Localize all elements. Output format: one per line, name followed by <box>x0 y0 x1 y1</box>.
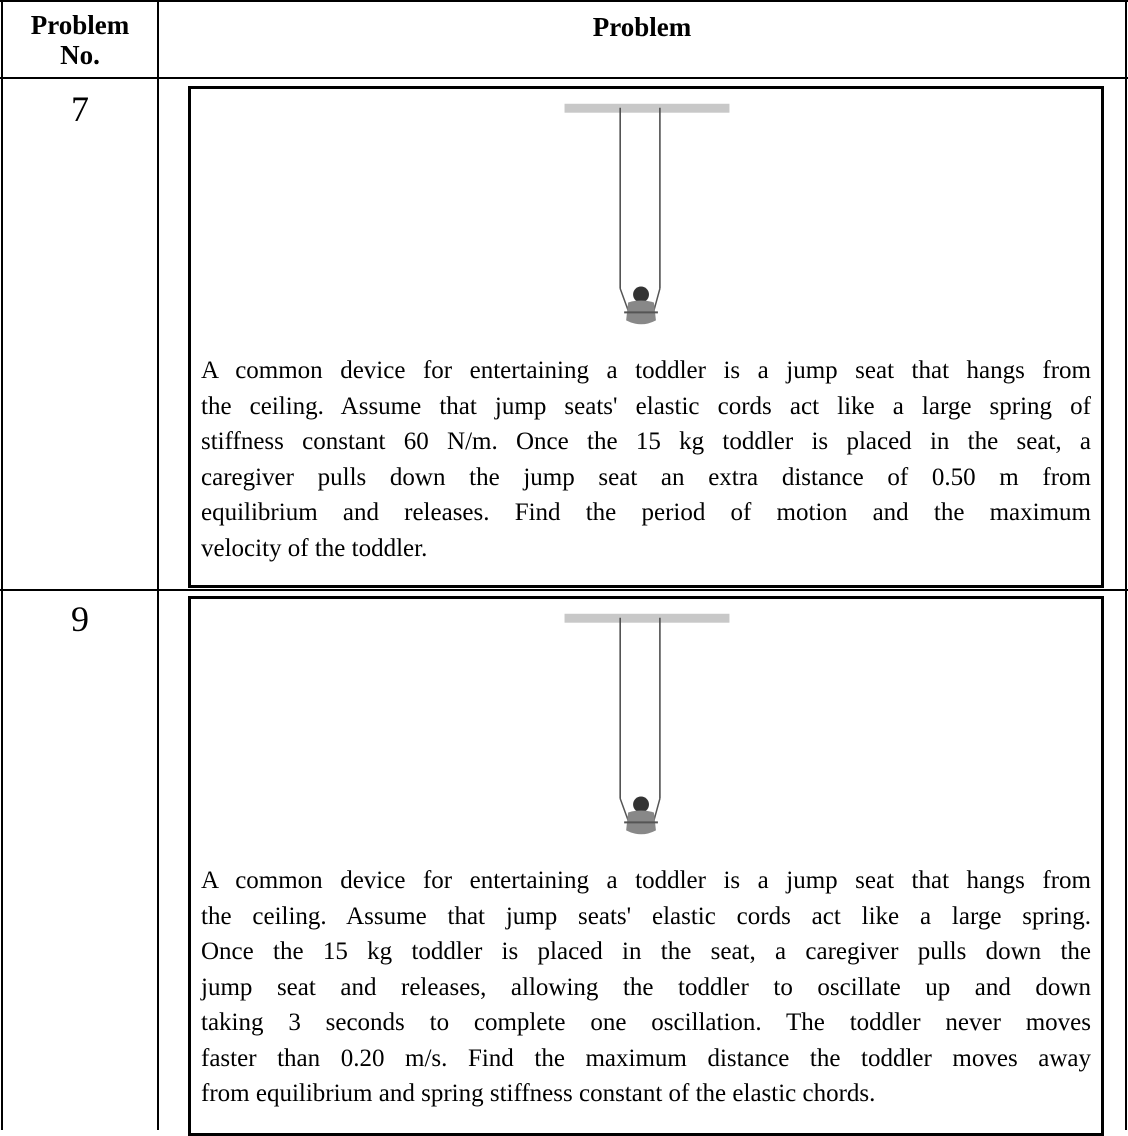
table-border <box>0 0 1128 2</box>
problem-number: 9 <box>71 599 89 639</box>
swing-illustration <box>564 103 730 325</box>
text-line: stiffness constant 60 N/m. Once the 15 k… <box>201 428 1091 455</box>
problem-text: A common device for entertaining a toddl… <box>201 353 1091 566</box>
text-line: equilibrium and releases. Find the perio… <box>201 499 1091 526</box>
header-cell: Problem <box>592 12 692 42</box>
problem-text: A common device for entertaining a toddl… <box>201 863 1091 1112</box>
table-border <box>1125 0 1127 1130</box>
table-border <box>0 77 1128 79</box>
problem-number: 7 <box>71 89 89 129</box>
swing-illustration <box>564 613 730 835</box>
table-border <box>157 0 159 1130</box>
table-border <box>0 589 1128 591</box>
text-line: the ceiling. Assume that jump seats' ela… <box>201 902 1091 930</box>
table-border <box>1 0 3 1130</box>
text-line: Once the 15 kg toddler is placed in the … <box>201 938 1091 965</box>
text-line: velocity of the toddler. <box>201 534 428 562</box>
text-line: caregiver pulls down the jump seat an ex… <box>201 463 1091 491</box>
text-line: taking 3 seconds to complete one oscilla… <box>201 1009 1091 1036</box>
text-line: from equilibrium and spring stiffness co… <box>201 1080 876 1107</box>
problem-box: A common device for entertaining a toddl… <box>188 596 1104 1136</box>
text-line: A common device for entertaining a toddl… <box>201 357 1091 384</box>
header-cell: Problem No. <box>30 10 130 70</box>
text-line: faster than 0.20 m/s. Find the maximum d… <box>201 1044 1091 1072</box>
text-line: A common device for entertaining a toddl… <box>201 867 1091 894</box>
text-line: jump seat and releases, allowing the tod… <box>201 973 1091 1001</box>
problem-box: A common device for entertaining a toddl… <box>188 86 1104 588</box>
text-line: the ceiling. Assume that jump seats' ela… <box>201 392 1091 420</box>
